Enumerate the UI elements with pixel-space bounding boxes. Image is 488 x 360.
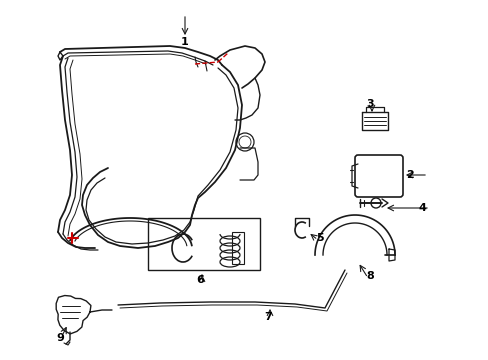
Text: 5: 5 [316,233,323,243]
Text: 9: 9 [56,333,64,343]
Bar [148,218,260,270]
Text: 1: 1 [181,37,188,47]
Bar [231,232,244,264]
Text: 3: 3 [366,99,373,109]
Text: 2: 2 [406,170,413,180]
Text: 4: 4 [417,203,425,213]
Text: 8: 8 [366,271,373,281]
Text: 7: 7 [264,312,271,322]
Text: 6: 6 [196,275,203,285]
